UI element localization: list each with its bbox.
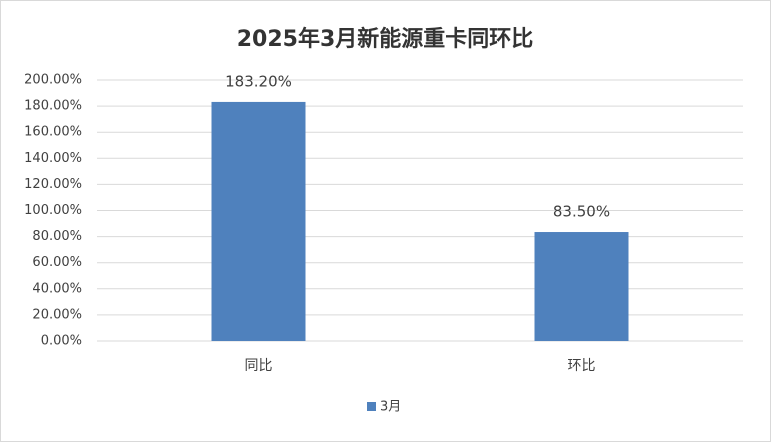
data-label: 83.50% <box>553 203 610 221</box>
chart-title: 2025年3月新能源重卡同环比 <box>237 26 534 52</box>
data-label: 183.20% <box>225 72 292 90</box>
y-tick-label: 60.00% <box>32 255 82 270</box>
y-tick-label: 160.00% <box>24 125 82 140</box>
y-tick-label: 140.00% <box>24 151 82 166</box>
y-tick-label: 200.00% <box>24 73 82 88</box>
legend-label: 3月 <box>380 400 401 415</box>
x-tick-label: 同比 <box>245 358 273 374</box>
bar <box>211 101 306 341</box>
x-tick-label: 环比 <box>568 358 596 374</box>
bar <box>534 232 629 341</box>
y-tick-label: 180.00% <box>24 99 82 114</box>
y-tick-label: 120.00% <box>24 177 82 192</box>
y-tick-label: 40.00% <box>32 281 82 296</box>
y-tick-label: 100.00% <box>24 203 82 218</box>
y-tick-label: 20.00% <box>32 307 82 322</box>
y-tick-label: 0.00% <box>41 334 82 349</box>
legend-swatch <box>367 402 376 411</box>
y-tick-label: 80.00% <box>32 229 82 244</box>
